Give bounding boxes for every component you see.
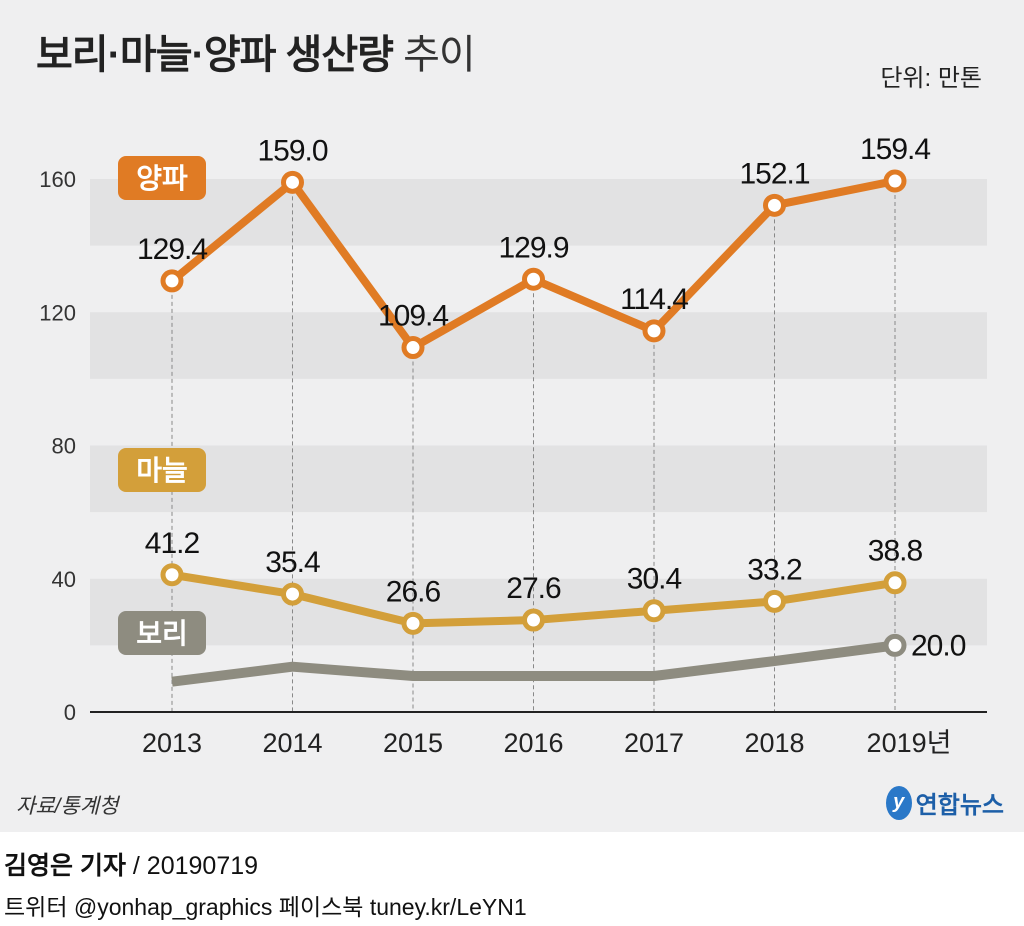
legend-badge-보리: 보리	[118, 611, 206, 655]
x-tick-label: 2013	[142, 728, 202, 758]
data-point	[401, 611, 425, 635]
data-point	[883, 169, 907, 193]
legend-badge-양파: 양파	[118, 156, 206, 200]
data-point	[522, 267, 545, 291]
data-point	[522, 608, 545, 632]
x-tick-label: 2016	[503, 728, 563, 758]
y-tick-label: 120	[39, 300, 76, 325]
grid-band	[90, 312, 987, 379]
data-point	[160, 563, 184, 587]
unit-label: 단위: 만톤	[880, 65, 982, 92]
author: 김영은 기자	[4, 852, 126, 880]
social-links: 트위터 @yonhap_graphics 페이스북 tuney.kr/LeYN1	[4, 894, 527, 920]
data-point	[642, 319, 666, 343]
x-tick-label: 2017	[624, 728, 684, 758]
data-label: 38.8	[868, 535, 923, 568]
data-label: 33.2	[747, 553, 802, 586]
data-point	[763, 589, 786, 613]
data-point	[281, 582, 304, 606]
y-tick-label: 80	[52, 434, 76, 459]
grid-band	[90, 445, 987, 513]
y-tick-label: 40	[52, 567, 76, 592]
data-label: 20.0	[911, 629, 966, 662]
data-label: 114.4	[620, 283, 688, 316]
legend-badge-마늘: 마늘	[118, 448, 206, 492]
x-tick-label: 2018	[744, 728, 804, 758]
logo-mark-icon: y	[885, 785, 912, 820]
data-point	[763, 193, 786, 217]
data-label: 30.4	[627, 563, 682, 596]
yonhap-logo: y 연합뉴스	[885, 785, 1004, 820]
data-label: 26.6	[386, 575, 441, 608]
series-line-보리	[171, 640, 896, 687]
data-point	[401, 336, 425, 360]
legend-label: 양파	[136, 163, 188, 194]
legend-badge-bg	[118, 448, 206, 492]
data-label: 27.6	[506, 572, 561, 605]
source-label: 자료/통계청	[16, 795, 119, 818]
logo-text: 연합뉴스	[915, 792, 1004, 819]
legend-badge-bg	[118, 611, 206, 655]
chart-title: 보리·마늘·양파 생산량 추이	[36, 22, 476, 80]
data-point	[883, 571, 907, 595]
data-label: 129.9	[498, 231, 568, 264]
data-label: 159.4	[860, 133, 930, 166]
data-label: 159.0	[257, 134, 327, 167]
data-label: 41.2	[145, 527, 200, 560]
byline: 김영은 기자 / 20190719	[4, 846, 258, 882]
x-tick-label: 2014	[262, 728, 322, 758]
x-tick-label: 2015	[383, 728, 443, 758]
data-label: 129.4	[137, 233, 207, 266]
data-point	[642, 599, 666, 623]
legend-label: 보리	[136, 618, 188, 649]
data-label: 109.4	[378, 300, 448, 333]
date: / 20190719	[132, 852, 259, 880]
legend-label: 마늘	[136, 455, 188, 486]
data-point	[160, 269, 184, 293]
legend-badge-bg	[118, 156, 206, 200]
data-point	[281, 170, 304, 194]
y-tick-label: 160	[39, 167, 76, 192]
data-label: 35.4	[265, 546, 320, 579]
y-tick-label: 0	[64, 700, 76, 725]
x-tick-label: 2019년	[867, 728, 952, 758]
data-label: 152.1	[739, 157, 809, 190]
title-suffix: 추이	[403, 33, 476, 77]
title-main: 보리·마늘·양파 생산량	[36, 33, 394, 77]
data-point	[883, 633, 907, 657]
line-chart: 0 40 80 120 160 2013 2014 2015 2016 2017 2018 2019년…	[39, 133, 987, 758]
chart-panel	[0, 0, 1024, 832]
